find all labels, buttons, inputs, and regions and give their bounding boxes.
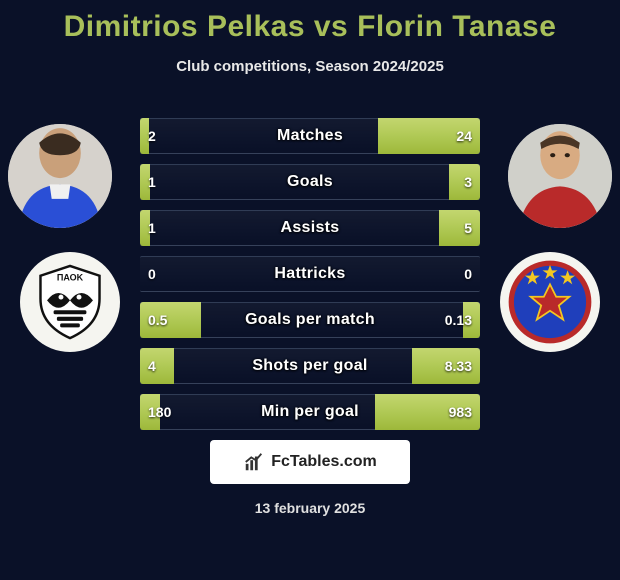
stat-row: 224Matches (0, 118, 620, 154)
stats-area: 224Matches 13Goals 15Assists 00Hattricks 0.5… (0, 118, 620, 440)
stat-row: 13Goals (0, 164, 620, 200)
stat-label: Hattricks (0, 256, 620, 292)
stat-row: 48.33Shots per goal (0, 348, 620, 384)
stat-label: Assists (0, 210, 620, 246)
footer-brand: FcTables.com (210, 440, 410, 484)
subtitle: Club competitions, Season 2024/2025 (0, 44, 620, 75)
stat-label: Shots per goal (0, 348, 620, 384)
stat-label: Goals per match (0, 302, 620, 338)
stat-row: 15Assists (0, 210, 620, 246)
stat-row: 0.50.13Goals per match (0, 302, 620, 338)
stat-row: 180983Min per goal (0, 394, 620, 430)
stat-label: Min per goal (0, 394, 620, 430)
footer-date: 13 february 2025 (0, 500, 620, 516)
chart-icon (243, 451, 265, 473)
stat-label: Goals (0, 164, 620, 200)
page-title: Dimitrios Pelkas vs Florin Tanase (0, 0, 620, 44)
stat-row: 00Hattricks (0, 256, 620, 292)
footer-brand-text: FcTables.com (271, 453, 377, 471)
stat-label: Matches (0, 118, 620, 154)
